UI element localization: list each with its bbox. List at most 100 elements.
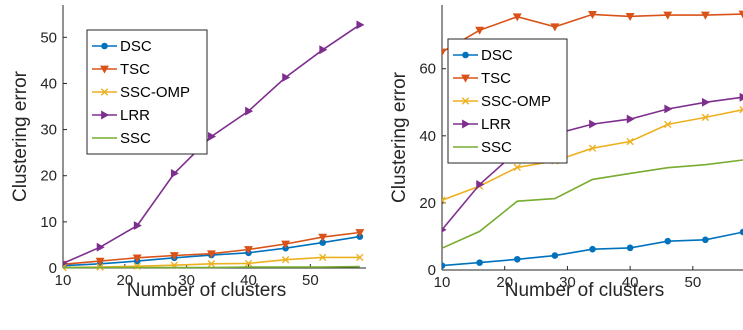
- x-tick-label: 20: [496, 274, 513, 291]
- series-line: [63, 265, 360, 269]
- data-point: [739, 105, 743, 114]
- legend-item: DSC: [453, 47, 513, 64]
- series-line: [63, 256, 360, 269]
- data-point: [700, 11, 710, 20]
- plot-area: [442, 10, 743, 269]
- x-tick-label: 10: [55, 272, 72, 289]
- legend-item: SSC-OMP: [92, 84, 190, 101]
- legend-marker: [100, 88, 109, 96]
- data-point: [663, 11, 673, 20]
- data-point: [550, 23, 560, 32]
- data-point: [169, 252, 179, 261]
- y-tick-label: 60: [419, 61, 436, 78]
- legend-marker: [462, 51, 469, 59]
- data-point: [206, 250, 216, 259]
- y-tick-label: 30: [40, 122, 57, 139]
- legend-label: SSC-OMP: [481, 93, 551, 110]
- y-axis-label: Clustering error: [389, 71, 410, 203]
- legend-marker: [101, 110, 110, 120]
- x-tick-label: 20: [116, 272, 133, 289]
- data-point: [589, 119, 598, 129]
- data-point: [551, 252, 559, 259]
- data-point: [282, 72, 291, 82]
- data-point: [476, 180, 485, 189]
- legend-label: SSC: [481, 139, 512, 156]
- data-point: [626, 137, 634, 146]
- data-point: [626, 114, 635, 124]
- data-point: [95, 257, 105, 266]
- data-point: [281, 240, 291, 249]
- series-ssc: [442, 159, 743, 249]
- data-point: [626, 244, 634, 252]
- legend-item: TSC: [92, 61, 150, 78]
- series-dsc: [442, 228, 743, 269]
- series-ssc: [63, 265, 360, 269]
- series-tsc: [63, 229, 365, 269]
- legend-item: SSC-OMP: [453, 93, 551, 110]
- data-point: [319, 253, 327, 262]
- series-line: [63, 231, 360, 266]
- x-tick-label: 40: [240, 272, 257, 289]
- data-point: [356, 253, 364, 262]
- data-point: [319, 45, 328, 55]
- data-point: [442, 196, 446, 204]
- series-lrr: [63, 20, 365, 266]
- x-tick-label: 30: [178, 272, 195, 289]
- y-tick-label: 0: [428, 262, 436, 279]
- legend-marker: [462, 119, 471, 129]
- y-tick-label: 20: [419, 195, 436, 212]
- data-point: [244, 259, 253, 268]
- data-point: [512, 13, 522, 22]
- legend-label: DSC: [481, 47, 513, 64]
- y-tick-label: 20: [40, 168, 57, 185]
- y-tick-label: 50: [40, 29, 57, 46]
- legend-marker: [461, 97, 470, 105]
- data-point: [739, 228, 743, 236]
- data-point: [588, 144, 597, 152]
- data-point: [664, 237, 672, 245]
- data-point: [625, 13, 635, 22]
- legend-item: SSC: [92, 130, 151, 147]
- legend-marker: [100, 65, 109, 74]
- legend-label: LRR: [481, 116, 511, 133]
- legend-label: TSC: [120, 61, 150, 78]
- series-line: [442, 159, 743, 249]
- legend-item: LRR: [453, 116, 511, 133]
- y-tick-label: 40: [40, 75, 57, 92]
- legend-label: LRR: [120, 107, 150, 124]
- data-point: [207, 260, 216, 268]
- legend-label: SSC-OMP: [120, 84, 190, 101]
- x-tick-label: 50: [684, 274, 701, 291]
- legend: DSC TSC SSC-OMP LRR SSC: [447, 38, 568, 164]
- x-tick-label: 40: [622, 274, 639, 291]
- y-tick-label: 0: [49, 260, 57, 277]
- data-point: [63, 263, 67, 272]
- x-tick-label: 50: [302, 272, 319, 289]
- data-point: [96, 242, 105, 252]
- legend-item: DSC: [92, 38, 152, 55]
- data-point: [701, 113, 710, 122]
- data-point: [739, 92, 743, 102]
- data-point: [589, 245, 596, 253]
- legend-item: LRR: [92, 107, 150, 124]
- legend-label: DSC: [120, 38, 152, 55]
- legend-marker: [461, 74, 470, 83]
- data-point: [281, 256, 290, 264]
- data-point: [701, 97, 711, 107]
- legend: DSC TSC SSC-OMP LRR SSC: [86, 29, 208, 155]
- series-tsc: [442, 10, 743, 57]
- y-tick-label: 10: [40, 214, 57, 231]
- x-tick-label: 30: [559, 274, 576, 291]
- data-point: [208, 132, 217, 141]
- data-point: [702, 236, 709, 244]
- legend-label: TSC: [481, 70, 511, 87]
- data-point: [513, 255, 521, 263]
- data-point: [476, 259, 483, 266]
- legend-marker: [101, 42, 108, 50]
- y-axis-label: Clustering error: [10, 70, 31, 202]
- plot-area: [63, 20, 365, 272]
- data-point: [475, 26, 485, 35]
- data-point: [63, 260, 68, 266]
- data-point: [513, 163, 521, 172]
